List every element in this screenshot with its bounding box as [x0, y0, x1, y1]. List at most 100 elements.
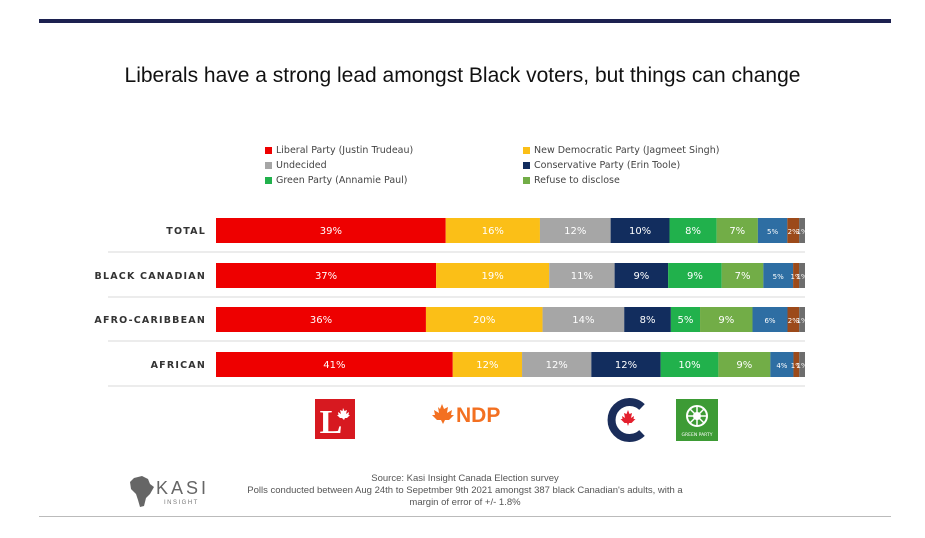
- legend-label-conservative: Conservative Party (Erin Toole): [534, 160, 681, 171]
- chart-title: Liberals have a strong lead amongst Blac…: [124, 64, 801, 87]
- data-label: 6%: [764, 317, 775, 325]
- conservative-c-shape: [607, 398, 645, 442]
- green-logo-caption: GREEN PARTY: [682, 432, 713, 438]
- data-label: 10%: [629, 226, 651, 237]
- africa-icon: [130, 476, 154, 507]
- legend-swatch-conservative: [523, 162, 530, 169]
- liberal-party-logo: L: [315, 399, 355, 439]
- bar-segment: [721, 263, 764, 288]
- bar-segment: [787, 218, 800, 243]
- bar-segment: [763, 263, 794, 288]
- legend-label-ndp: New Democratic Party (Jagmeet Singh): [534, 145, 720, 156]
- data-label: 11%: [571, 271, 593, 282]
- ndp-maple-leaf-icon: [432, 404, 454, 424]
- legend-swatch-ndp: [523, 147, 530, 154]
- bar-segment: [539, 218, 611, 243]
- data-label: 7%: [735, 271, 751, 282]
- data-label: 39%: [320, 226, 342, 237]
- legend-label-refuse: Refuse to disclose: [534, 175, 620, 186]
- data-label: 8%: [640, 315, 656, 326]
- source-line-2: Polls conducted between Aug 24th to Sepe…: [247, 485, 683, 496]
- bar-segment: [670, 307, 701, 332]
- data-label: 7%: [729, 226, 745, 237]
- data-label: 12%: [546, 360, 568, 371]
- data-label: 12%: [564, 226, 586, 237]
- kasi-logo-sub: INSIGHT: [164, 500, 199, 506]
- bar-segment: [799, 307, 805, 332]
- data-label: 1%: [796, 273, 807, 281]
- bar-segment: [770, 352, 794, 377]
- legend-swatch-undecided: [265, 162, 272, 169]
- source-line-3: margin of error of +/- 1.8%: [409, 497, 521, 508]
- data-label: 14%: [572, 315, 594, 326]
- data-label: 4%: [776, 362, 787, 370]
- data-label: 20%: [473, 315, 495, 326]
- bar-segment: [452, 352, 523, 377]
- bar-segment: [216, 307, 426, 332]
- legend-item-ndp: New Democratic Party (Jagmeet Singh): [523, 145, 719, 156]
- data-label: 1%: [797, 362, 808, 370]
- bar-segment: [425, 307, 543, 332]
- category-label: AFRICAN: [151, 360, 206, 371]
- bar-segment: [216, 218, 446, 243]
- green-party-logo: GREEN PARTY: [676, 399, 718, 441]
- data-label: 36%: [310, 315, 332, 326]
- data-label: 9%: [633, 271, 649, 282]
- bar-segment: [799, 263, 805, 288]
- bar-segment: [787, 307, 800, 332]
- data-label: 19%: [482, 271, 504, 282]
- data-label: 2%: [788, 317, 799, 325]
- legend-swatch-refuse: [523, 177, 530, 184]
- data-label: 9%: [718, 315, 734, 326]
- category-label: AFRO-CARIBBEAN: [94, 315, 206, 326]
- ndp-logo: NDP: [432, 404, 500, 427]
- bar-segment: [716, 218, 758, 243]
- legend-item-liberal: Liberal Party (Justin Trudeau): [265, 145, 413, 156]
- data-label: 1%: [791, 362, 802, 370]
- legend-item-green: Green Party (Annamie Paul): [265, 175, 408, 186]
- data-label: 12%: [476, 360, 498, 371]
- data-label: 5%: [773, 273, 784, 281]
- data-label: 1%: [797, 317, 808, 325]
- top-rule: [39, 19, 891, 23]
- source-note: Source: Kasi Insight Canada Election sur…: [230, 473, 700, 509]
- bar-segment: [591, 352, 661, 377]
- conservative-party-logo: [607, 398, 645, 442]
- legend-label-green: Green Party (Annamie Paul): [276, 175, 408, 186]
- legend-swatch-liberal: [265, 147, 272, 154]
- bar-segment: [752, 307, 788, 332]
- legend-label-undecided: Undecided: [276, 160, 327, 171]
- bar-segment: [668, 263, 722, 288]
- bar-segment: [669, 218, 717, 243]
- bar-segment: [793, 263, 800, 288]
- bar-segment: [610, 218, 670, 243]
- bar-segment: [614, 263, 669, 288]
- data-label: 9%: [687, 271, 703, 282]
- bar-segment: [445, 218, 540, 243]
- kasi-logo-name: KASI: [156, 478, 209, 498]
- category-label: TOTAL: [166, 226, 206, 237]
- data-label: 8%: [685, 226, 701, 237]
- bar-segment: [660, 352, 719, 377]
- bar-segment: [718, 352, 771, 377]
- data-label: 9%: [736, 360, 752, 371]
- bar-segment: [542, 307, 625, 332]
- data-label: 1%: [797, 228, 808, 236]
- bar-segment: [799, 352, 805, 377]
- green-logo-petals: [687, 406, 707, 426]
- data-label: 1%: [791, 273, 802, 281]
- category-label: BLACK CANADIAN: [95, 271, 206, 282]
- bar-segment: [799, 218, 805, 243]
- legend-label-liberal: Liberal Party (Justin Trudeau): [276, 145, 414, 156]
- source-line-1: Source: Kasi Insight Canada Election sur…: [371, 473, 559, 484]
- bar-segment: [216, 263, 437, 288]
- liberal-logo-background: [315, 399, 355, 439]
- bar-segment: [757, 218, 788, 243]
- data-label: 2%: [788, 228, 799, 236]
- conservative-maple-leaf-icon: [620, 410, 636, 426]
- legend-item-undecided: Undecided: [265, 160, 327, 171]
- data-label: 12%: [615, 360, 637, 371]
- bottom-rule: [39, 516, 891, 517]
- legend-item-refuse: Refuse to disclose: [523, 175, 620, 186]
